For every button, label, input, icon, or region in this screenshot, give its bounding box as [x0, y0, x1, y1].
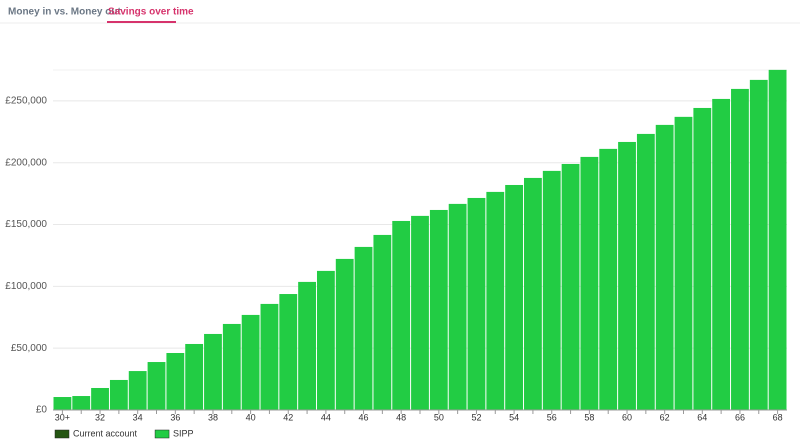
y-tick-label: £200,000	[5, 157, 47, 168]
x-tick-label: 50	[434, 412, 444, 422]
legend-swatch	[154, 429, 170, 439]
x-tick-label: 30+	[55, 412, 70, 422]
bar-segment	[316, 270, 335, 410]
bar-segment	[72, 396, 91, 410]
bar-segment	[448, 203, 467, 410]
bar-segment	[373, 234, 392, 410]
bar-segment	[147, 362, 166, 410]
bar-segment	[204, 333, 222, 410]
x-tick-label: 42	[283, 412, 293, 422]
bar-segment	[411, 215, 429, 410]
bar-segment	[467, 197, 486, 410]
bar-segment	[599, 148, 618, 410]
bar-segment	[185, 343, 204, 410]
bar-segment	[655, 124, 674, 411]
legend-swatch	[54, 429, 70, 439]
bar-segment	[505, 184, 524, 410]
x-tick-label: 62	[660, 412, 670, 422]
x-tick-label: 34	[133, 412, 143, 422]
x-tick-label: 58	[584, 412, 594, 422]
x-tick-label: 46	[359, 412, 369, 422]
bar-segment	[731, 88, 749, 410]
x-tick-label: 64	[697, 412, 707, 422]
x-tick-label: 56	[547, 412, 557, 422]
x-tick-label: 36	[170, 412, 180, 422]
y-tick-label: £100,000	[5, 281, 47, 292]
bar-segment	[580, 156, 599, 410]
bar-segment	[298, 281, 316, 410]
bar-segment	[636, 133, 655, 411]
bar-segment	[693, 107, 712, 410]
bar-segment	[524, 177, 542, 410]
bar-segment	[222, 323, 241, 410]
x-tick-label: 66	[735, 412, 745, 422]
bar-segment	[749, 79, 768, 411]
tab-underline	[107, 21, 176, 23]
bar-segment	[335, 258, 354, 410]
x-tick-label: 68	[773, 412, 783, 422]
bar-segment	[674, 116, 693, 410]
bar-segment	[768, 69, 787, 410]
bar-segment	[429, 209, 448, 410]
bar-segment	[128, 371, 147, 410]
bar-segment	[712, 98, 731, 410]
bar-segment	[486, 191, 505, 410]
legend-label: Current account	[73, 428, 138, 438]
bar-segment	[53, 397, 72, 410]
x-tick-label: 44	[321, 412, 331, 422]
tab[interactable]: Money in vs. Money out	[8, 7, 121, 18]
bar-segment	[354, 246, 373, 410]
x-tick-label: 32	[95, 412, 105, 422]
bar-segment	[392, 220, 411, 410]
bar-segment	[279, 294, 298, 410]
bar-segment	[91, 387, 109, 410]
bar-segment	[109, 379, 128, 410]
bar-segment	[260, 303, 279, 410]
x-tick-label: 40	[246, 412, 256, 422]
x-tick-label: 60	[622, 412, 632, 422]
bar-segment	[542, 170, 561, 410]
bar-segment	[166, 353, 185, 410]
x-tick-label: 54	[509, 412, 519, 422]
bar-segment	[618, 141, 636, 410]
bar-segment	[241, 314, 260, 410]
x-tick-label: 38	[208, 412, 218, 422]
y-tick-label: £0	[36, 405, 48, 416]
y-tick-label: £50,000	[11, 343, 48, 354]
bar-segment	[561, 163, 580, 410]
y-tick-label: £250,000	[5, 96, 47, 107]
legend-label: SIPP	[173, 428, 194, 438]
tab-active[interactable]: Savings over time	[108, 7, 194, 18]
y-tick-label: £150,000	[5, 219, 47, 230]
x-tick-label: 52	[471, 412, 481, 422]
x-tick-label: 48	[396, 412, 406, 422]
